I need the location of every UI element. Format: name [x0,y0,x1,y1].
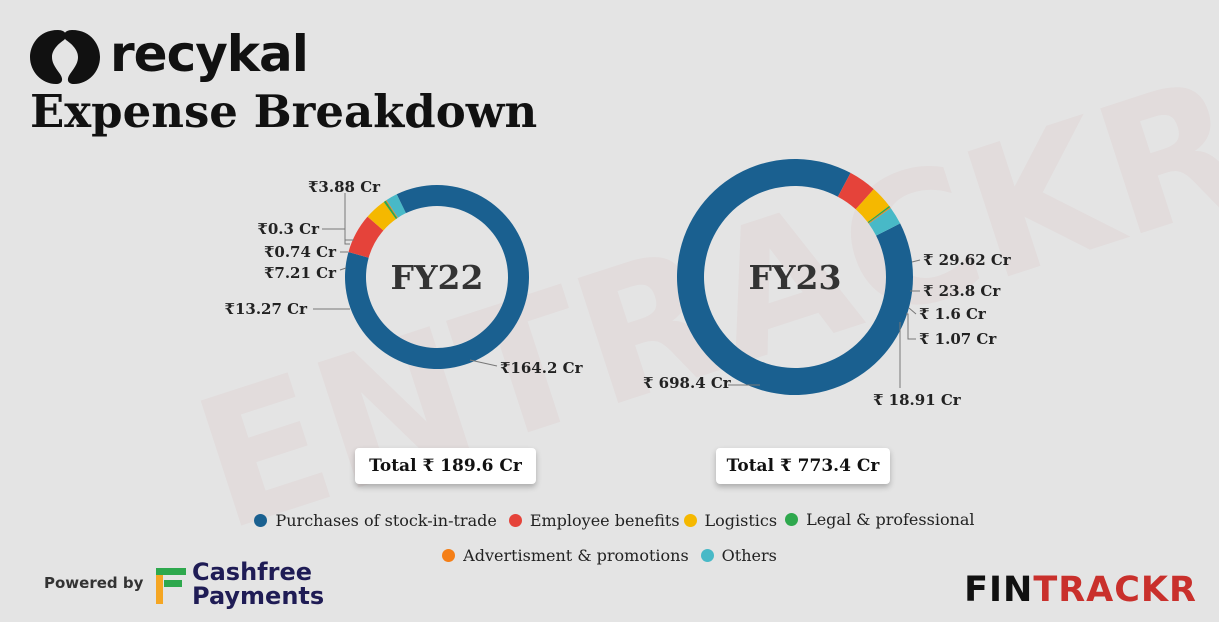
legend-label-purchases: Purchases of stock-in-trade [275,511,497,530]
fy22-slice-employee-benefits [348,216,384,258]
fy22-label-advertisement: ₹0.3 Cr [257,220,320,238]
total-fy22-badge: Total ₹ 189.6 Cr [355,448,536,484]
legend-item-advertisement: Advertisment & promotions [442,546,689,565]
chart-fy22: FY22 ₹164.2 Cr ₹13.27 Cr ₹7.21 Cr ₹0.74 Cr ₹0… [225,178,584,377]
fy22-leader-others [344,193,354,241]
legend-item-employee: Employee benefits [508,511,680,530]
fy22-leader-purchases [469,359,498,367]
legend-dot-advertisement [442,549,456,562]
fy23-slice-employee-benefits [837,172,874,210]
fy22-leader-logistics [339,267,347,271]
cashfree-line-2: Payments [192,582,325,610]
cashfree-logo-text: Cashfree Payments [192,560,324,608]
legend-item-logistics: Logistics [683,511,778,530]
fintrackr-logo: FINTRACKR [964,570,1197,610]
page-title: Expense Breakdown [30,85,538,138]
legend-dot-logistics [683,514,697,527]
legend-dot-legal [785,513,799,526]
legend-row-2: Advertisment & promotions Others [0,546,1219,565]
fintrackr-logo-part-1: FIN [964,570,1034,610]
legend-label-advertisement: Advertisment & promotions [463,546,689,565]
recykal-logo: recykal [28,22,309,92]
fy23-label-others: ₹ 18.91 Cr [873,391,962,409]
legend-item-legal: Legal & professional [785,509,975,530]
fy22-label-purchases: ₹164.2 Cr [500,359,584,377]
legend-label-logistics: Logistics [704,511,778,530]
logo-text: recykal [110,25,309,83]
fy23-leader-employee-benefits [911,259,921,263]
fy23-slice-others [868,207,901,236]
fy23-label-logistics: ₹ 23.8 Cr [923,282,1001,300]
legend-label-others: Others [721,546,777,565]
total-fy23-badge: Total ₹ 773.4 Cr [716,448,890,484]
fy23-label-employee-benefits: ₹ 29.62 Cr [923,251,1012,269]
fy23-label-advertisement: ₹ 1.07 Cr [919,330,997,348]
legend-label-legal: Legal & professional [806,510,975,529]
fy23-slice-advertisement [868,207,891,224]
fy22-slice-others [386,194,406,218]
fy23-slice-legal-professional [867,205,891,224]
fy23-slice-logistics [855,189,890,223]
fy23-center-title: FY23 [749,258,842,297]
fy23-label-legal-professional: ₹ 1.6 Cr [919,305,987,323]
fy22-center-title: FY22 [391,258,484,297]
donut-charts: FY22 ₹164.2 Cr ₹13.27 Cr ₹7.21 Cr ₹0.74 Cr ₹0… [225,159,1012,409]
fy22-leader-advertisement [322,228,350,245]
recykal-logo-icon [30,30,100,84]
legend-label-employee: Employee benefits [529,511,680,530]
total-fy22-label: Total ₹ 189.6 Cr [369,456,522,476]
legend-dot-employee [508,514,522,527]
legend-dot-others [700,549,714,562]
fy23-label-purchases: ₹ 698.4 Cr [643,374,732,392]
cashfree-logo-icon [156,568,186,604]
fy22-label-logistics: ₹7.21 Cr [264,264,337,282]
legend-item-purchases: Purchases of stock-in-trade [254,511,497,530]
fy22-slice-legal-professional [383,200,398,220]
fy22-label-legal-professional: ₹0.74 Cr [264,243,337,261]
total-fy23-label: Total ₹ 773.4 Cr [726,456,880,476]
fy22-slice-logistics [367,201,396,231]
legend-dot-purchases [254,514,268,527]
fintrackr-logo-part-2: TRACKR [1033,570,1197,610]
legend-item-others: Others [700,546,777,565]
fy22-label-others: ₹3.88 Cr [308,178,381,196]
chart-fy23: FY23 ₹ 698.4 Cr ₹ 29.62 Cr ₹ 23.8 Cr ₹ 1.6 C… [643,159,1012,409]
cashfree-line-1: Cashfree [192,558,313,586]
fy22-label-employee-benefits: ₹13.27 Cr [225,300,309,318]
fy22-slice-advertisement [385,200,398,219]
powered-by-label: Powered by [44,574,144,592]
fy23-leader-advertisement [906,313,916,340]
fy23-leader-legal-professional [908,307,917,315]
legend-row-1: Purchases of stock-in-trade Employee ben… [0,509,1219,530]
